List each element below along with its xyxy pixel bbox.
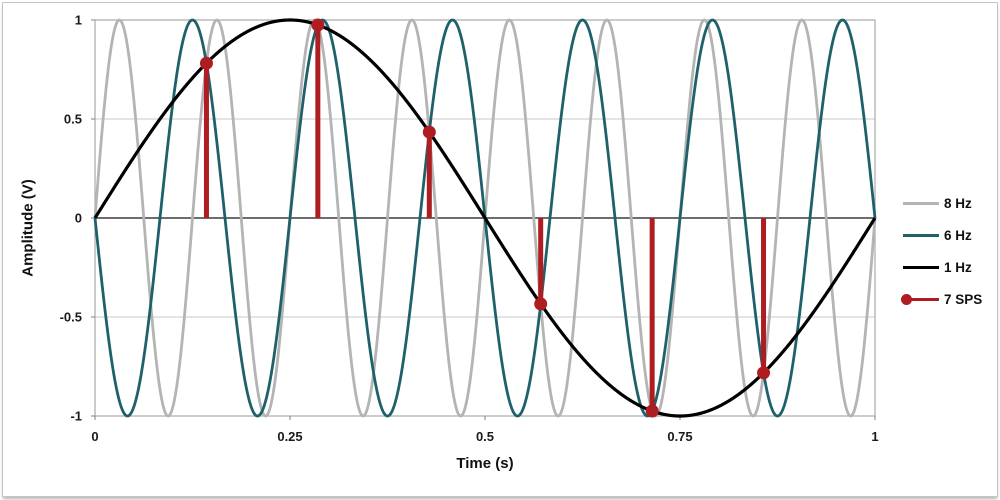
x-tick-label: 0.25 bbox=[277, 429, 302, 444]
y-tick-label: -1 bbox=[70, 409, 82, 424]
sample-marker bbox=[422, 125, 436, 139]
x-tick-label: 0.5 bbox=[476, 429, 494, 444]
x-tick-label: 1 bbox=[871, 429, 878, 444]
y-tick-label: 0.5 bbox=[64, 112, 82, 127]
x-tick-label: 0.75 bbox=[667, 429, 692, 444]
sample-marker bbox=[311, 18, 325, 32]
sample-marker bbox=[534, 297, 548, 311]
legend: 8 Hz 6 Hz 1 Hz 7 SPS bbox=[901, 187, 983, 315]
legend-line-swatch-1hz bbox=[903, 262, 939, 273]
y-axis-title: Amplitude (V) bbox=[19, 179, 37, 277]
x-axis-title: Time (s) bbox=[456, 455, 514, 472]
legend-label-6hz: 6 Hz bbox=[944, 227, 972, 243]
sample-marker bbox=[645, 404, 659, 418]
y-tick-label: 1 bbox=[75, 13, 82, 28]
legend-item-1hz: 1 Hz bbox=[903, 251, 982, 283]
legend-line-swatch-6hz bbox=[903, 230, 939, 241]
sample-marker bbox=[199, 56, 213, 70]
legend-item-8hz: 8 Hz bbox=[903, 187, 982, 219]
y-tick-label: -0.5 bbox=[60, 310, 82, 325]
legend-label-1hz: 1 Hz bbox=[944, 259, 972, 275]
legend-label-7sps: 7 SPS bbox=[944, 291, 983, 307]
legend-item-7sps: 7 SPS bbox=[901, 283, 983, 315]
curve-1-hz bbox=[93, 18, 877, 418]
sample-marker bbox=[757, 366, 771, 380]
legend-item-6hz: 6 Hz bbox=[903, 219, 982, 251]
y-tick-label: 0 bbox=[75, 211, 82, 226]
legend-line-swatch-8hz bbox=[903, 198, 939, 209]
legend-label-8hz: 8 Hz bbox=[944, 195, 972, 211]
x-tick-label: 0 bbox=[91, 429, 98, 444]
legend-stem-marker-swatch-7sps bbox=[901, 293, 939, 305]
